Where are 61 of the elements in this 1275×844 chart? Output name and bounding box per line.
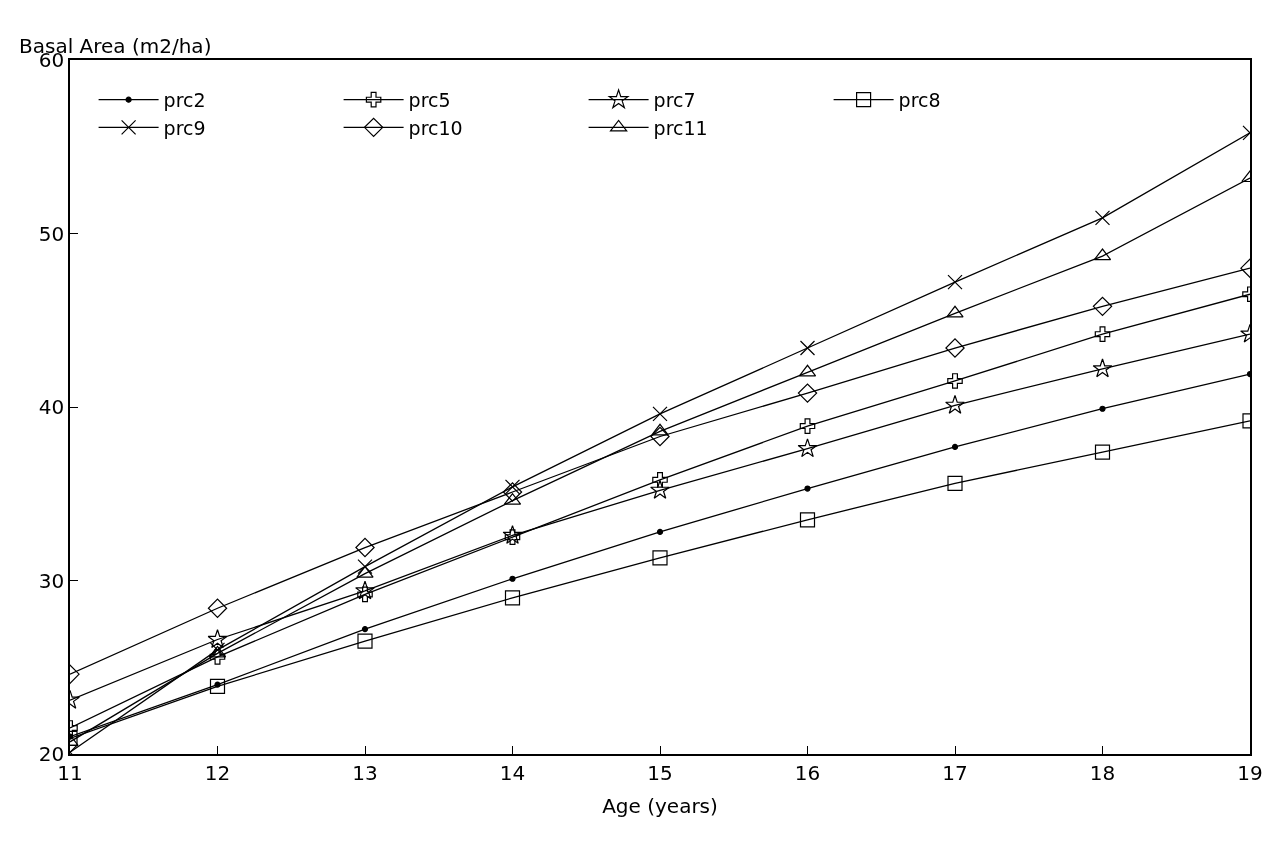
point (947, 373, 963, 389)
point (502, 524, 523, 544)
point (652, 406, 668, 422)
point (1094, 444, 1111, 460)
legend-label: prc8 (898, 89, 941, 112)
point (355, 580, 375, 600)
point (656, 528, 664, 536)
point (1092, 296, 1113, 317)
x-tick-label: 12 (204, 760, 231, 785)
point (509, 575, 516, 582)
legend-label: prc11 (653, 116, 708, 139)
point (504, 479, 521, 495)
point (209, 678, 226, 694)
point (207, 598, 228, 618)
point (504, 529, 521, 545)
point (945, 394, 965, 414)
point (947, 475, 963, 491)
point (652, 472, 668, 488)
point (209, 649, 226, 665)
point (651, 423, 669, 436)
legend-label: prc2 (163, 89, 206, 112)
point (355, 537, 375, 558)
point (650, 426, 670, 447)
point (357, 586, 373, 603)
point (1094, 326, 1111, 342)
x-tick-label: 18 (1089, 760, 1116, 785)
point (797, 383, 818, 403)
point (1092, 358, 1113, 378)
point (797, 438, 818, 458)
point (799, 340, 816, 356)
point (951, 443, 959, 450)
x-axis-title: Age (years) (602, 793, 718, 818)
point (652, 550, 668, 566)
point (357, 633, 373, 649)
point (1099, 405, 1106, 412)
legend-label: prc10 (408, 116, 463, 139)
x-tick-label: 19 (1237, 760, 1263, 785)
point (650, 479, 670, 499)
point (356, 565, 374, 578)
x-tick-label: 17 (942, 760, 968, 785)
point (799, 512, 816, 528)
point (1094, 210, 1111, 226)
point (946, 305, 964, 318)
point (804, 485, 811, 492)
point (504, 590, 521, 606)
legend-label: prc5 (408, 89, 451, 112)
point (207, 629, 228, 649)
x-tick-label: 16 (794, 760, 821, 785)
y-tick-label: 40 (38, 395, 65, 419)
legend-label: prc7 (653, 89, 696, 112)
point (502, 482, 523, 502)
legend-label: prc9 (163, 116, 206, 139)
x-tick-label: 14 (499, 760, 526, 785)
y-tick-label: 50 (38, 221, 65, 246)
x-tick-label: 15 (647, 760, 673, 785)
point (799, 418, 816, 434)
point (361, 625, 369, 633)
x-tick-label: 13 (352, 760, 378, 785)
point (945, 338, 965, 358)
y-tick-label: 30 (38, 568, 65, 593)
point (947, 274, 963, 290)
